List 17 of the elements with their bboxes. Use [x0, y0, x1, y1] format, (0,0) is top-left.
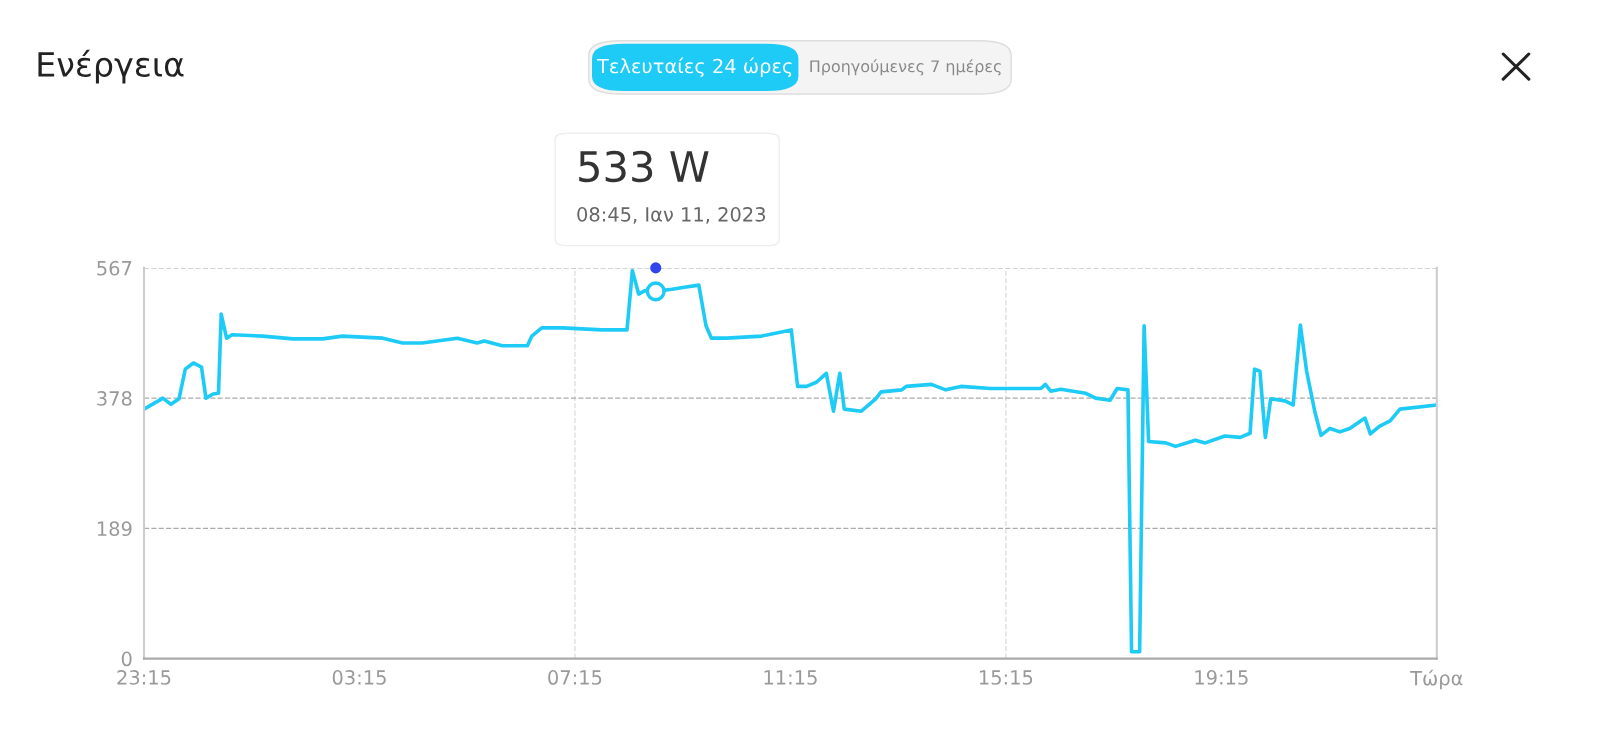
y-tick-label: 567	[97, 260, 132, 276]
x-tick-label: 11:15	[764, 670, 817, 685]
chart-title: Ενέργεια	[38, 49, 184, 84]
x-tick-label: 03:15	[332, 670, 386, 685]
text: 08:45, Ιαν 11, 2023	[577, 207, 766, 224]
y-tick-label: 378	[97, 391, 132, 406]
text: Προηγούμενες 7 ημέρες	[810, 59, 1001, 76]
annotation: 533 W	[579, 150, 709, 183]
x-tick-label: 23:15	[117, 670, 171, 685]
text: Τελευταίες 24 ώρες	[596, 57, 792, 78]
y-tick-label: 189	[97, 521, 132, 537]
line-series	[144, 268, 1437, 654]
x-tick-label: 19:15	[1195, 670, 1248, 685]
x-tick-label: Τώρα	[1410, 669, 1463, 690]
x-tick-label: 15:15	[979, 670, 1033, 685]
x-tick-label: 07:15	[548, 670, 602, 685]
y-tick-label: 0	[121, 651, 132, 667]
